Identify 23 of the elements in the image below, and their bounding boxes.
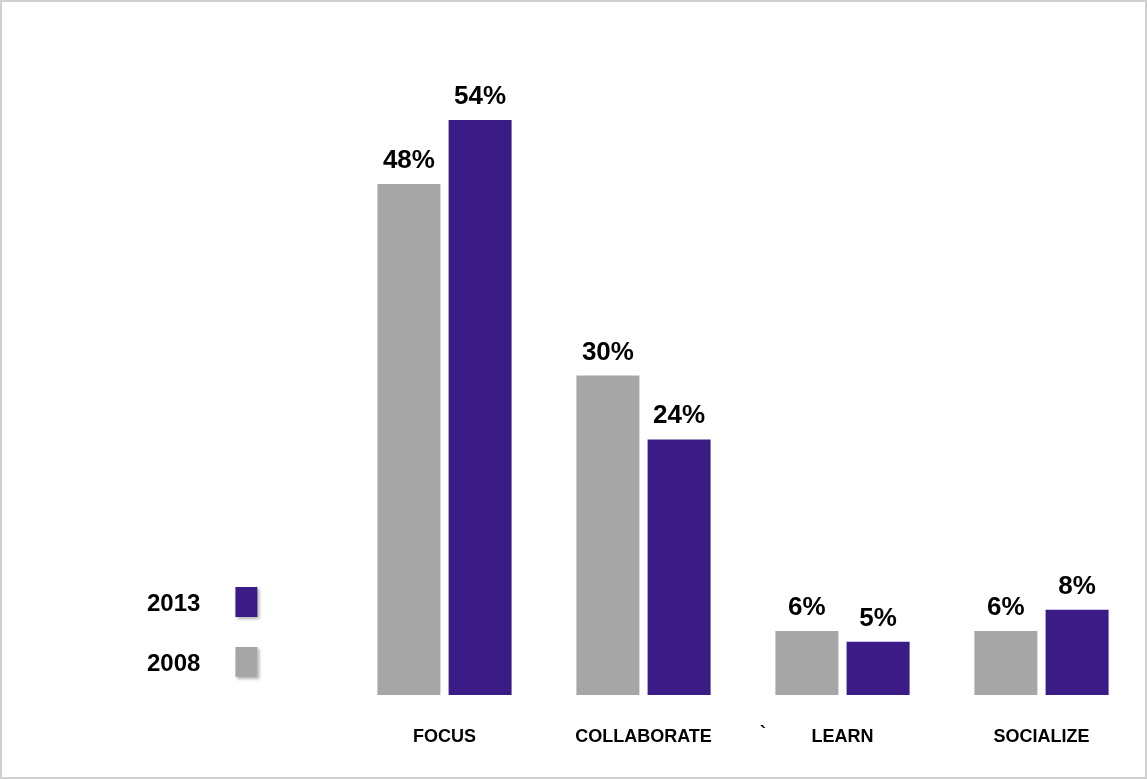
bar [1045,609,1109,695]
x-tick-label: LEARN [811,726,874,746]
legend-label: 2008 [147,648,201,676]
bar [775,631,839,695]
x-tick-label: FOCUS [413,726,476,746]
x-tick-label: SOCIALIZE [993,726,1090,746]
bar [974,631,1038,695]
bar [448,120,512,695]
data-label: 24% [653,399,706,430]
data-label: 48% [382,143,435,174]
data-label: 30% [581,335,634,366]
bar [377,183,441,695]
data-label: 6% [987,591,1025,622]
data-label: 54% [454,80,507,110]
data-label: 5% [859,601,897,632]
legend-label: 2013 [147,588,201,616]
bar [647,439,711,695]
x-tick-label: COLLABORATE [575,726,712,746]
data-label: 8% [1058,569,1096,600]
data-label: 6% [788,591,826,622]
bar [846,641,910,695]
bar [576,375,640,695]
text: ` [760,723,766,743]
